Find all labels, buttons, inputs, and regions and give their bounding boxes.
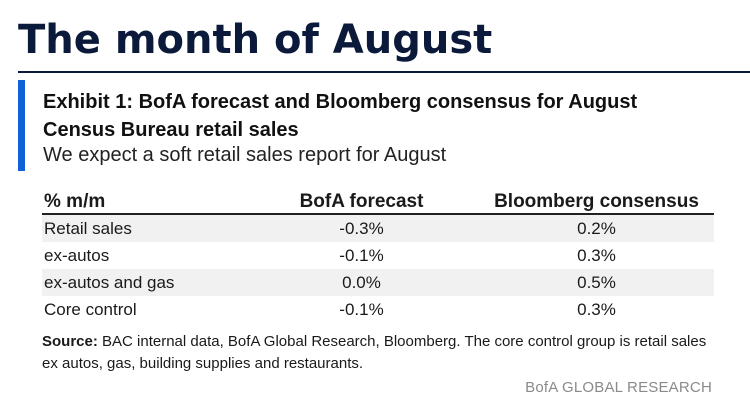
bloomberg-value: 0.5% bbox=[479, 269, 714, 296]
source-text: BAC internal data, BofA Global Research,… bbox=[42, 333, 707, 372]
bofa-value: 0.0% bbox=[244, 269, 479, 296]
column-header-bloomberg: Bloomberg consensus bbox=[479, 186, 714, 215]
column-header-bofa: BofA forecast bbox=[244, 186, 479, 215]
table-header-row: % m/m BofA forecast Bloomberg consensus bbox=[42, 186, 714, 215]
source-label: Source: bbox=[42, 333, 98, 350]
exhibit-header: Exhibit 1: BofA forecast and Bloomberg c… bbox=[18, 80, 718, 171]
bofa-value: -0.1% bbox=[339, 299, 384, 319]
bloomberg-value: 0.3% bbox=[577, 299, 616, 319]
source-note: Source: BAC internal data, BofA Global R… bbox=[42, 331, 722, 375]
title-divider bbox=[18, 71, 750, 73]
table-row: ex-autos -0.1% 0.3% bbox=[42, 242, 714, 269]
page-title: The month of August bbox=[18, 17, 493, 63]
bloomberg-value: 0.2% bbox=[479, 214, 714, 242]
forecast-table: % m/m BofA forecast Bloomberg consensus … bbox=[42, 186, 714, 323]
table-row: Retail sales -0.3% 0.2% bbox=[42, 214, 714, 242]
row-label: ex-autos and gas bbox=[42, 269, 244, 296]
column-header-metric: % m/m bbox=[42, 186, 244, 215]
row-label: Core control bbox=[44, 299, 137, 319]
row-label: Retail sales bbox=[42, 214, 244, 242]
row-label: ex-autos bbox=[44, 245, 110, 265]
exhibit-title: Exhibit 1: BofA forecast and Bloomberg c… bbox=[43, 91, 638, 141]
table-row: ex-autos and gas 0.0% 0.5% bbox=[42, 269, 714, 296]
bofa-value: -0.1% bbox=[339, 245, 384, 265]
footer-brand: BofA GLOBAL RESEARCH bbox=[525, 379, 712, 396]
exhibit-accent-bar bbox=[18, 80, 25, 171]
bofa-value: -0.3% bbox=[244, 214, 479, 242]
bloomberg-value: 0.3% bbox=[577, 245, 616, 265]
table-row: Core control -0.1% 0.3% bbox=[42, 296, 714, 323]
exhibit-subtitle: We expect a soft retail sales report for… bbox=[43, 144, 447, 166]
